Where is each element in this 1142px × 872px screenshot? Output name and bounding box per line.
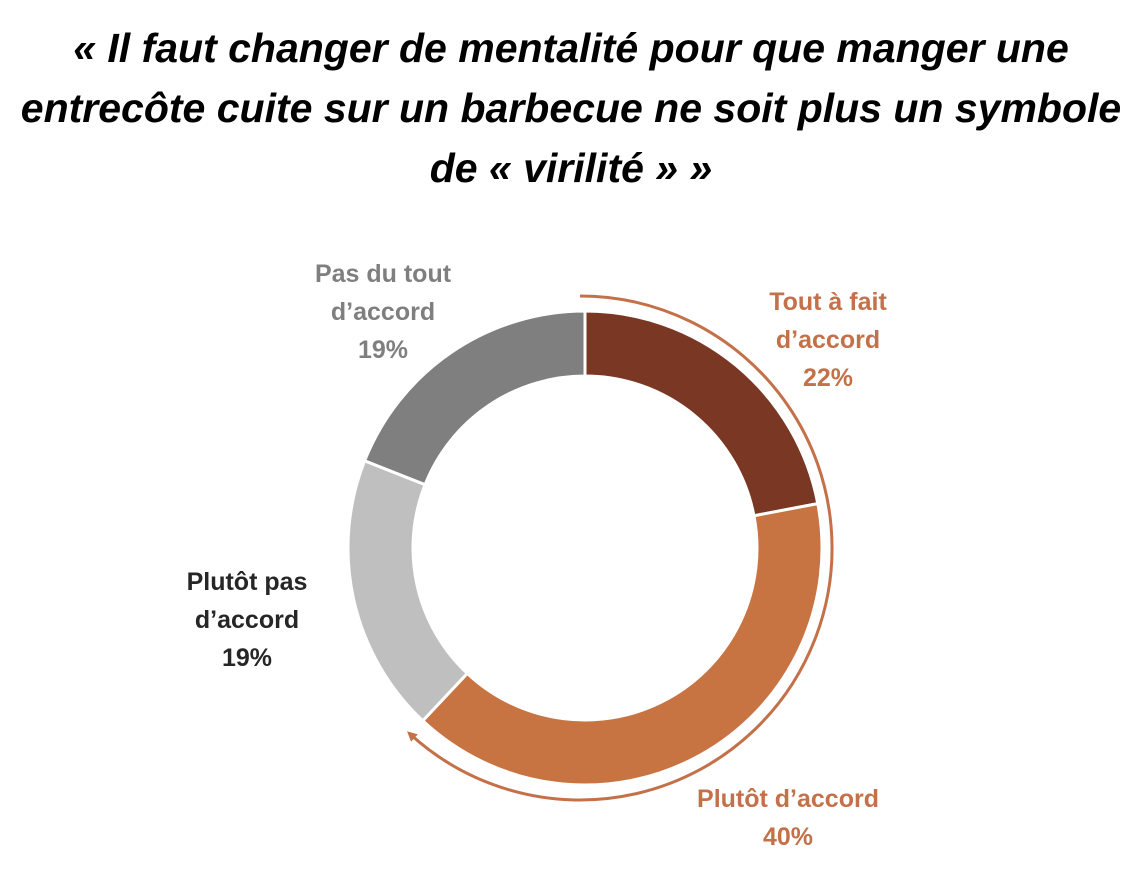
category-label: Plutôt pas d’accord [186, 568, 308, 634]
slice [346, 458, 470, 723]
value-label: 40% [762, 823, 814, 851]
slice-label: Plutôt d’accord 40% [658, 780, 918, 856]
slice [420, 501, 824, 787]
value-label: 22% [802, 364, 854, 392]
value-label: 19% [357, 336, 409, 364]
category-label: Pas du tout d’accord [314, 260, 452, 326]
slice-label: Pas du tout d’accord 19% [293, 255, 473, 369]
chart-title: « Il faut changer de mentalité pour que … [20, 25, 1122, 191]
slice-label: Tout à fait d’accord 22% [753, 283, 903, 397]
slice [362, 309, 587, 487]
arrow-arc [407, 294, 834, 802]
category-label: Tout à fait d’accord [769, 288, 887, 354]
category-label: Plutôt d’accord [697, 785, 879, 813]
slice-label: Plutôt pas d’accord 19% [167, 563, 327, 677]
value-label: 19% [221, 644, 273, 672]
